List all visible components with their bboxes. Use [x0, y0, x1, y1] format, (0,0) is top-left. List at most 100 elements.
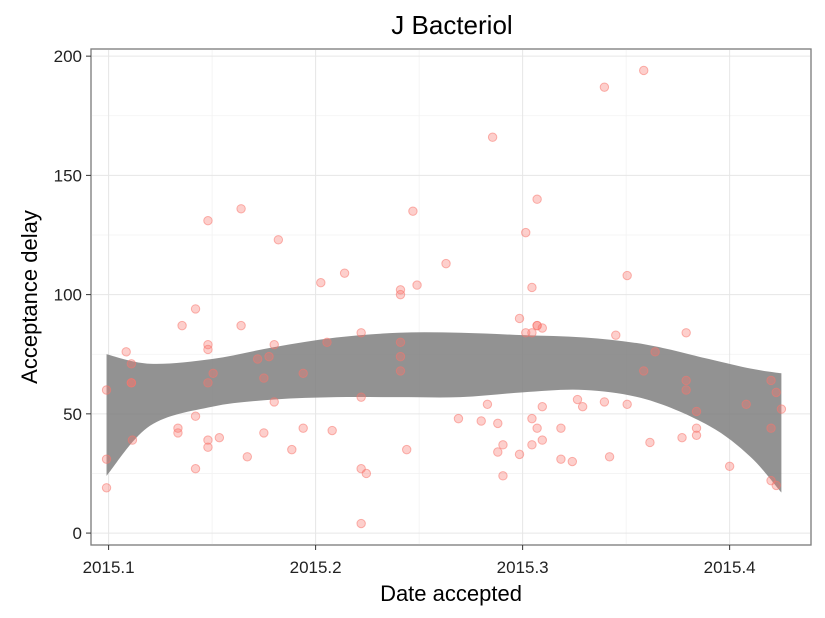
data-point	[126, 359, 137, 369]
data-point	[236, 204, 246, 214]
data-point	[766, 423, 776, 433]
data-point	[242, 452, 253, 462]
plot-panel	[90, 48, 812, 546]
data-point	[408, 206, 418, 216]
y-tick-label: 150	[54, 166, 82, 185]
data-point	[537, 323, 547, 333]
y-tick-label: 200	[54, 47, 82, 66]
data-point	[339, 268, 350, 278]
data-point	[487, 132, 498, 142]
data-point	[493, 447, 503, 457]
data-point	[395, 366, 406, 376]
data-point	[208, 368, 218, 379]
data-point	[527, 413, 537, 424]
data-point	[214, 432, 225, 443]
data-point	[402, 444, 412, 455]
data-point	[101, 454, 112, 464]
y-tick-label: 0	[73, 524, 82, 543]
data-point	[482, 399, 493, 410]
data-point	[677, 432, 687, 443]
data-point	[203, 435, 213, 445]
data-point	[639, 65, 649, 76]
plot-border	[90, 48, 812, 546]
data-point	[537, 435, 547, 445]
y-axis-label: Acceptance delay	[17, 210, 42, 384]
data-point	[476, 416, 486, 426]
data-point	[287, 444, 297, 455]
data-point	[514, 313, 525, 324]
data-point	[203, 215, 213, 226]
data-point	[316, 277, 326, 288]
data-point	[724, 461, 735, 472]
data-point	[532, 194, 542, 204]
data-point	[203, 339, 213, 350]
data-point	[532, 423, 542, 433]
data-point	[681, 375, 691, 386]
y-tick-label: 100	[54, 286, 82, 305]
smooth-band-layer	[106, 332, 782, 493]
data-point	[498, 471, 508, 481]
data-point	[412, 280, 422, 290]
data-point	[681, 328, 691, 338]
data-point	[190, 411, 201, 421]
data-point	[203, 344, 213, 355]
x-tick-label: 2015.4	[704, 558, 756, 577]
x-tick-label: 2015.2	[290, 558, 342, 577]
data-point	[532, 320, 542, 331]
data-point	[269, 397, 279, 407]
smooth-confidence-band	[106, 332, 782, 493]
data-point	[361, 468, 372, 479]
data-point	[127, 435, 138, 445]
grid-lines	[91, 49, 811, 545]
data-point	[650, 347, 660, 357]
data-point	[537, 401, 547, 412]
x-axis-label: Date accepted	[380, 581, 522, 606]
data-point	[259, 428, 269, 438]
data-point	[567, 456, 578, 467]
data-point	[691, 423, 702, 433]
data-point	[622, 270, 632, 281]
data-point	[527, 282, 537, 293]
data-point	[599, 82, 610, 92]
data-point	[771, 387, 781, 398]
data-point	[252, 354, 263, 364]
data-point	[264, 351, 274, 362]
data-point	[645, 437, 655, 448]
chart-title: J Bacteriol	[391, 10, 512, 40]
data-point	[771, 480, 781, 491]
data-point	[776, 404, 787, 414]
data-point	[298, 368, 308, 379]
data-point	[395, 285, 406, 295]
data-point	[556, 423, 566, 433]
data-point	[556, 454, 566, 464]
data-point	[173, 428, 183, 438]
data-point	[611, 330, 621, 340]
data-point	[527, 440, 537, 450]
data-point	[322, 337, 332, 348]
data-point	[356, 392, 366, 402]
data-points	[101, 65, 787, 529]
data-point	[101, 483, 112, 493]
data-point	[126, 378, 137, 388]
data-point	[681, 385, 691, 395]
data-point	[622, 399, 632, 410]
data-point	[173, 423, 183, 433]
data-point	[269, 339, 279, 350]
data-point	[577, 401, 588, 412]
data-point	[395, 289, 406, 300]
data-point	[691, 406, 702, 417]
data-point	[639, 366, 649, 376]
data-point	[298, 423, 308, 433]
data-point	[101, 385, 112, 395]
data-point	[259, 373, 269, 383]
data-point	[395, 337, 406, 348]
data-point	[190, 463, 201, 474]
data-point	[356, 518, 366, 529]
data-point	[741, 399, 751, 410]
data-point	[691, 430, 702, 441]
data-point	[766, 375, 776, 386]
data-point	[273, 235, 284, 245]
y-tick-label: 50	[63, 405, 82, 424]
data-point	[177, 320, 187, 331]
